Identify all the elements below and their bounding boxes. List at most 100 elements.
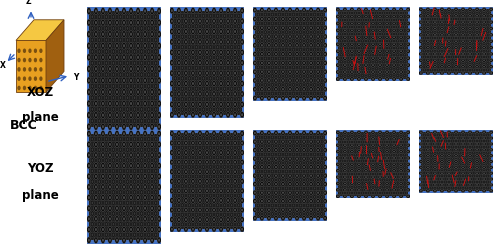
Circle shape [419, 154, 423, 157]
Circle shape [324, 183, 326, 185]
Circle shape [378, 182, 382, 185]
Circle shape [337, 22, 339, 24]
Circle shape [210, 108, 212, 111]
Circle shape [116, 67, 118, 71]
Circle shape [28, 48, 32, 53]
Circle shape [475, 183, 479, 187]
Circle shape [480, 164, 482, 165]
Circle shape [436, 17, 440, 21]
Circle shape [282, 140, 284, 143]
Circle shape [264, 56, 267, 61]
Circle shape [320, 152, 324, 157]
Circle shape [102, 67, 104, 71]
Circle shape [469, 190, 471, 192]
Circle shape [157, 173, 161, 180]
Circle shape [237, 13, 240, 19]
Circle shape [264, 203, 267, 208]
Circle shape [158, 185, 160, 188]
Circle shape [199, 218, 201, 221]
Circle shape [444, 49, 448, 52]
Circle shape [396, 18, 400, 22]
Circle shape [129, 19, 133, 26]
Circle shape [302, 199, 306, 204]
Circle shape [94, 205, 98, 211]
Circle shape [147, 72, 150, 78]
Circle shape [92, 73, 94, 76]
Circle shape [419, 14, 423, 18]
Circle shape [170, 207, 174, 213]
Circle shape [151, 32, 153, 36]
Circle shape [208, 76, 212, 81]
Circle shape [452, 50, 454, 52]
Circle shape [202, 145, 205, 150]
Circle shape [316, 207, 320, 212]
Circle shape [346, 53, 350, 57]
Circle shape [170, 39, 174, 45]
Circle shape [440, 177, 444, 181]
Circle shape [444, 145, 448, 148]
Circle shape [406, 77, 410, 81]
Circle shape [382, 154, 384, 155]
Circle shape [458, 37, 460, 39]
Circle shape [430, 135, 432, 136]
Circle shape [191, 198, 195, 203]
Circle shape [379, 189, 381, 191]
Circle shape [379, 195, 381, 197]
Circle shape [292, 213, 294, 215]
Circle shape [292, 186, 296, 191]
Circle shape [137, 79, 139, 82]
Circle shape [351, 183, 353, 184]
Circle shape [267, 139, 271, 144]
Circle shape [174, 165, 177, 169]
Circle shape [396, 192, 398, 194]
Circle shape [94, 173, 98, 180]
Circle shape [447, 166, 451, 169]
Circle shape [489, 183, 493, 187]
Circle shape [354, 25, 358, 29]
Circle shape [378, 169, 382, 173]
Circle shape [182, 175, 184, 178]
Circle shape [230, 67, 232, 69]
Circle shape [191, 101, 195, 108]
Circle shape [202, 174, 205, 179]
Circle shape [323, 165, 327, 170]
Circle shape [144, 32, 146, 36]
Circle shape [320, 83, 324, 87]
Circle shape [458, 186, 462, 189]
Circle shape [396, 74, 400, 77]
Circle shape [174, 203, 177, 208]
Circle shape [184, 39, 188, 45]
Circle shape [292, 65, 296, 70]
Circle shape [158, 217, 160, 220]
Circle shape [468, 183, 472, 187]
Circle shape [98, 212, 100, 215]
Circle shape [122, 194, 126, 201]
Circle shape [227, 132, 229, 135]
Circle shape [278, 14, 280, 16]
Circle shape [357, 21, 361, 26]
Circle shape [403, 60, 406, 63]
Circle shape [101, 141, 105, 148]
Circle shape [386, 144, 388, 146]
Circle shape [466, 164, 468, 165]
Circle shape [147, 95, 150, 101]
Circle shape [430, 145, 433, 148]
Circle shape [306, 21, 310, 26]
Circle shape [399, 194, 403, 198]
Circle shape [400, 176, 402, 178]
Circle shape [426, 71, 430, 75]
Circle shape [344, 71, 346, 73]
Circle shape [489, 130, 493, 134]
Circle shape [346, 179, 350, 182]
Circle shape [466, 187, 468, 188]
Circle shape [238, 137, 240, 139]
Circle shape [216, 156, 218, 159]
Circle shape [444, 151, 448, 154]
Circle shape [396, 12, 398, 14]
Circle shape [354, 179, 358, 182]
Circle shape [343, 8, 347, 12]
Circle shape [184, 159, 188, 165]
Circle shape [234, 180, 236, 183]
Circle shape [298, 91, 302, 96]
Circle shape [393, 9, 395, 11]
